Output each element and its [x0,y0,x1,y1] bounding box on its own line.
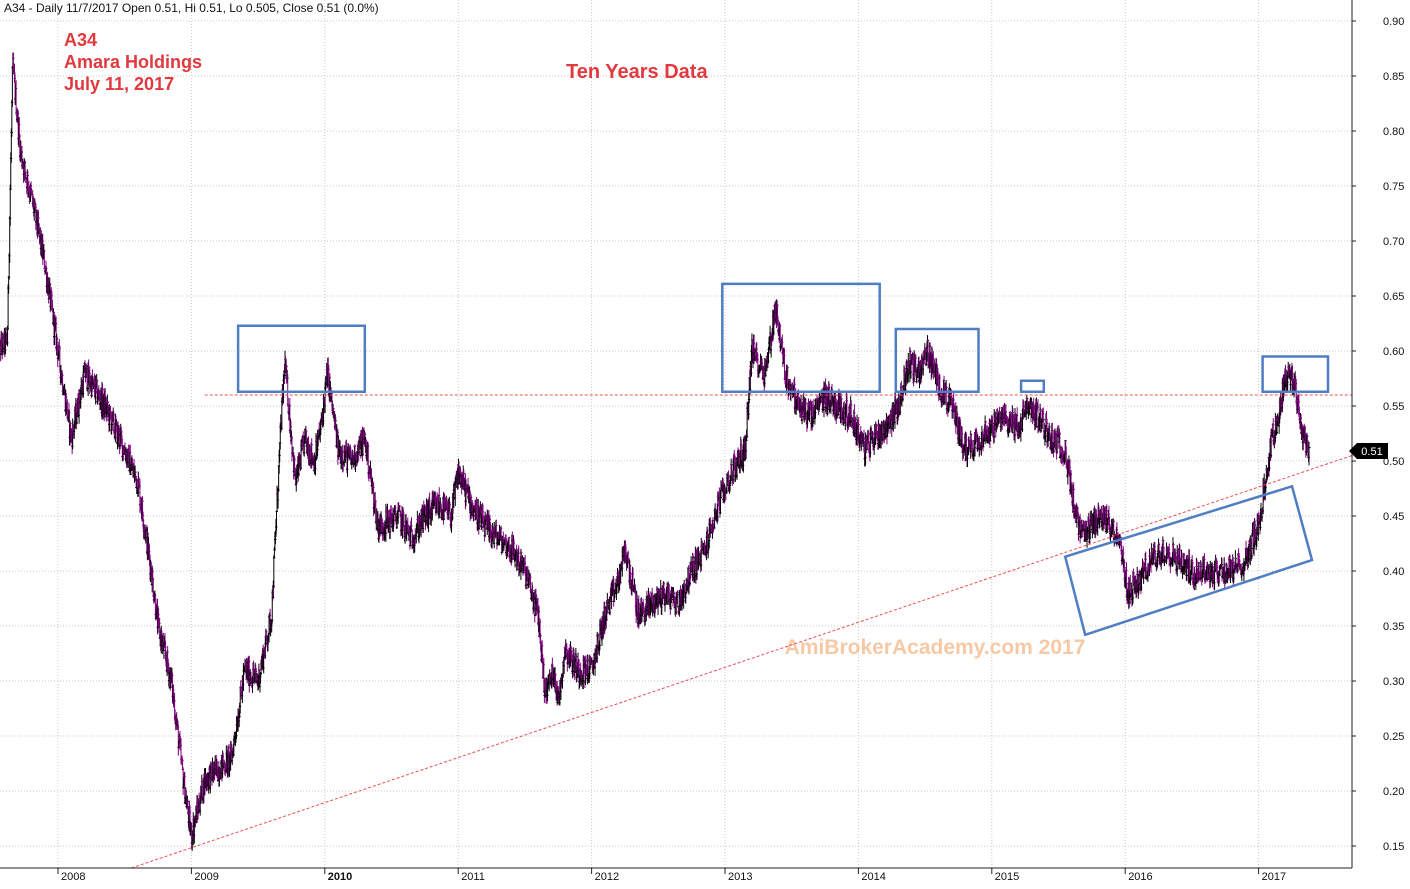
company-label: Amara Holdings [64,52,202,72]
y-tick-label: 0.30 [1383,676,1404,688]
y-tick-label: 0.40 [1383,566,1404,578]
price-tag-text: 0.51 [1361,446,1382,458]
watermark-layer: AmiBrokerAcademy.com 2017 [785,636,1086,659]
header-text: A34 - Daily 11/7/2017 Open 0.51, Hi 0.51… [4,1,379,15]
y-tick-label: 0.45 [1383,511,1404,523]
x-tick-label: 2009 [194,871,218,883]
x-tick-label: 2012 [595,871,619,883]
ticker-label: A34 [64,30,97,50]
y-tick-label: 0.15 [1383,841,1404,853]
y-tick-label: 0.65 [1383,291,1404,303]
date-label: July 11, 2017 [64,74,174,94]
x-tick-label: 2016 [1128,871,1152,883]
x-tick-label: 2011 [461,871,485,883]
x-tick-label: 2015 [995,871,1019,883]
y-tick-label: 0.55 [1383,401,1404,413]
y-tick-label: 0.60 [1383,346,1404,358]
last-price-tag: 0.51 [1349,443,1388,459]
y-tick-label: 0.75 [1383,181,1404,193]
y-tick-label: 0.20 [1383,786,1404,798]
y-tick-label: 0.85 [1383,71,1404,83]
x-tick-label: 2010 [328,871,352,883]
x-tick-label: 2014 [861,871,885,883]
y-tick-label: 0.35 [1383,621,1404,633]
y-tick-label: 0.25 [1383,731,1404,743]
watermark-text: AmiBrokerAcademy.com 2017 [785,636,1086,659]
x-tick-label: 2017 [1262,871,1286,883]
y-tick-label: 0.80 [1383,126,1404,138]
chart-title: Ten Years Data [566,61,708,83]
y-tick-label: 0.90 [1383,16,1404,28]
x-tick-label: 2013 [728,871,752,883]
y-tick-label: 0.70 [1383,236,1404,248]
x-tick-label: 2008 [61,871,85,883]
